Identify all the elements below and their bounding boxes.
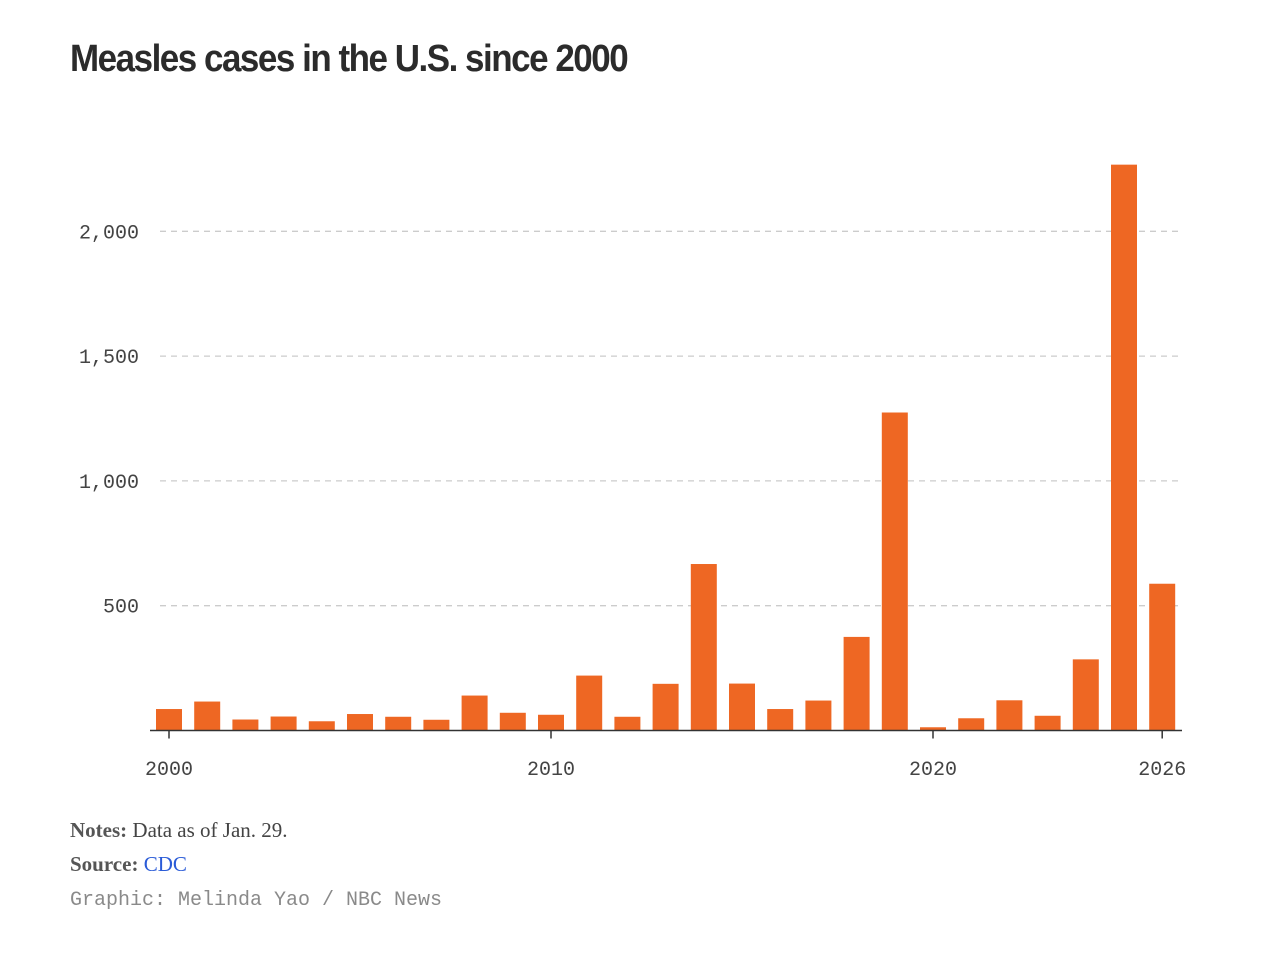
bar-2024 [1072,659,1099,731]
bar-2022 [996,700,1023,731]
bar-2006 [385,716,412,731]
bar-2005 [347,714,373,731]
bar-2025 [1111,164,1137,731]
x-axis-ticks: 2000 2010 2020 2026 [145,730,1186,782]
y-tick-label-500: 500 [103,597,139,620]
bar-2009 [499,712,526,731]
bar-2011 [576,675,603,731]
bar-2013 [652,683,679,731]
y-tick-label-1500: 1,500 [79,347,139,370]
chart-title: Measles cases in the U.S. since 2000 [70,38,629,80]
bar-2020 [920,727,946,731]
source-label: Source: [70,852,139,876]
bar-2012 [614,716,641,731]
gridlines [160,230,1182,607]
bars [156,164,1176,731]
notes-text: Data as of Jan. 29. [132,818,288,842]
bar-2023 [1034,715,1061,731]
source-link[interactable]: CDC [143,852,187,876]
bar-2003 [270,716,297,731]
y-axis-ticks: 500 1,000 1,500 2,000 [79,222,139,619]
bar-2004 [308,721,335,731]
source-line: Source: CDC [70,852,187,877]
bar-2001 [194,701,221,731]
bar-chart: 500 1,000 1,500 2,000 2000 2010 2020 2026 [79,164,1186,782]
y-tick-label-2000: 2,000 [79,222,139,245]
bar-2000 [156,709,182,731]
notes-label: Notes: [70,818,128,842]
bar-2014 [690,564,717,731]
bar-2008 [461,695,488,731]
bar-2010 [538,714,564,731]
graphic-credit: Graphic: Melinda Yao / NBC News [70,889,443,912]
x-tick-label-2000: 2000 [145,759,193,782]
y-tick-label-1000: 1,000 [79,472,139,495]
bar-2021 [958,718,985,731]
bar-2026 [1149,583,1176,731]
bar-2007 [423,719,450,731]
bar-2016 [767,709,794,731]
bar-2017 [805,700,832,731]
notes-line: Notes: Data as of Jan. 29. [70,818,288,843]
bar-2015 [729,683,755,731]
x-tick-label-2026: 2026 [1138,759,1186,782]
x-tick-label-2020: 2020 [909,759,957,782]
x-tick-label-2010: 2010 [527,759,575,782]
bar-2018 [843,636,870,731]
bar-2019 [881,412,908,731]
bar-2002 [232,719,259,731]
